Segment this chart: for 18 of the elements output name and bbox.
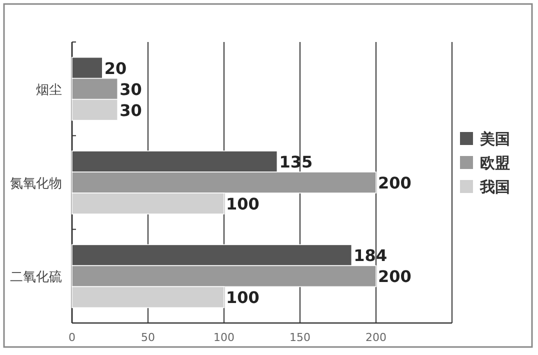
x-tick-label: 50	[141, 331, 155, 344]
data-label: 100	[226, 194, 260, 214]
y-tick-label: 氮氧化物	[10, 176, 62, 192]
x-tick-label: 150	[290, 331, 310, 344]
y-tick-label: 二氧化硫	[10, 270, 62, 286]
data-label: 20	[104, 58, 127, 78]
x-tick-label: 100	[214, 331, 234, 344]
legend-label: 欧盟	[480, 154, 510, 172]
data-label: 30	[120, 80, 142, 99]
data-label: 100	[226, 288, 260, 308]
x-tick-label: 200	[366, 331, 386, 344]
data-label: 200	[378, 267, 412, 286]
x-tick-label: 0	[68, 331, 76, 344]
legend-label: 我国	[479, 178, 510, 196]
legend-label: 美国	[479, 130, 510, 148]
data-label: 30	[120, 100, 142, 120]
y-tick-label: 烟尘	[36, 82, 62, 98]
data-label: 200	[378, 174, 412, 192]
